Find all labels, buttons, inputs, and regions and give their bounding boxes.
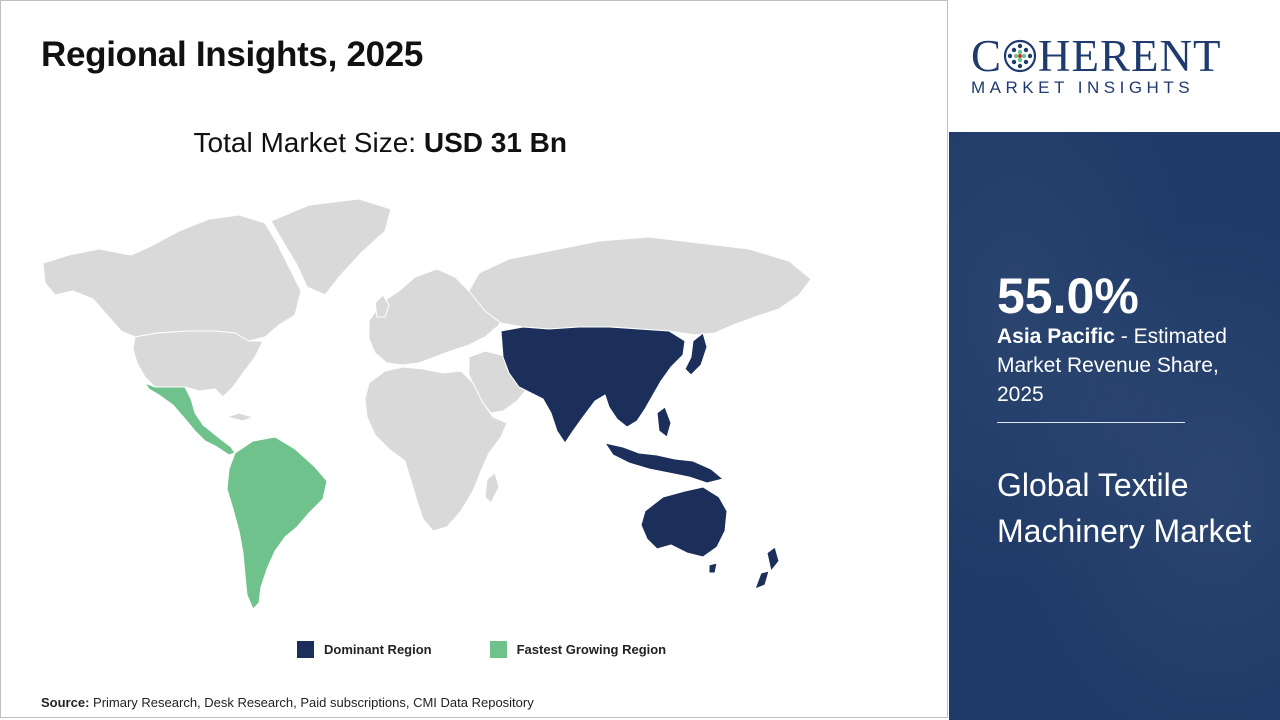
region-asia-pacific-mainland xyxy=(500,326,686,444)
panel-divider xyxy=(997,422,1185,423)
region-japan xyxy=(684,332,708,376)
market-size-label: Total Market Size: xyxy=(193,127,424,158)
region-south-america xyxy=(226,436,328,610)
region-philippines xyxy=(656,406,672,438)
region-tasmania xyxy=(708,562,718,574)
market-size-value: USD 31 Bn xyxy=(423,127,567,158)
legend-dominant-swatch xyxy=(297,641,314,658)
logo-wordmark: C HERENT xyxy=(971,31,1222,81)
legend-dominant-label: Dominant Region xyxy=(324,642,432,657)
region-uk xyxy=(374,294,390,318)
logo-globe-icon xyxy=(1003,39,1037,73)
source-note: Source: Primary Research, Desk Research,… xyxy=(41,695,534,710)
source-text: Primary Research, Desk Research, Paid su… xyxy=(89,695,534,710)
page-title: Regional Insights, 2025 xyxy=(41,35,424,74)
map-legend: Dominant Region Fastest Growing Region xyxy=(297,641,666,658)
share-desc-text: - Estimated Market Revenue Share, 2025 xyxy=(997,325,1227,406)
region-russia xyxy=(468,236,812,336)
region-canada xyxy=(42,214,302,342)
region-maritime-asia xyxy=(604,442,724,484)
region-greenland xyxy=(270,198,392,296)
legend-fastest-label: Fastest Growing Region xyxy=(516,642,667,657)
total-market-size: Total Market Size: USD 31 Bn xyxy=(194,127,567,159)
share-percent: 55.0% xyxy=(997,268,1139,324)
region-latin-america-north xyxy=(144,382,236,456)
content-frame: Regional Insights, 2025 Total Market Siz… xyxy=(0,0,948,718)
logo: C HERENT MARKET INSIGHTS xyxy=(949,0,1280,132)
side-panel: C HERENT MARKET INSIGHTS 55.0% Asia Paci… xyxy=(949,0,1280,720)
logo-tagline: MARKET INSIGHTS xyxy=(971,78,1195,97)
region-madagascar xyxy=(484,472,500,504)
region-caribbean xyxy=(226,412,254,422)
region-usa xyxy=(132,330,264,398)
share-region: Asia Pacific xyxy=(997,325,1115,348)
legend-fastest: Fastest Growing Region xyxy=(489,641,667,658)
world-map xyxy=(39,191,839,621)
market-name: Global Textile Machinery Market xyxy=(997,467,1252,549)
source-label: Source: xyxy=(41,695,90,710)
stat-panel: 55.0% Asia Pacific - Estimated Market Re… xyxy=(949,132,1280,720)
region-africa xyxy=(364,366,508,532)
share-description: Asia Pacific - Estimated Market Revenue … xyxy=(997,322,1247,409)
legend-dominant: Dominant Region xyxy=(297,641,432,658)
legend-fastest-swatch xyxy=(489,641,507,658)
region-australia xyxy=(640,486,728,558)
region-new-zealand xyxy=(754,546,780,590)
world-map-svg xyxy=(42,198,812,610)
region-europe xyxy=(368,268,502,366)
